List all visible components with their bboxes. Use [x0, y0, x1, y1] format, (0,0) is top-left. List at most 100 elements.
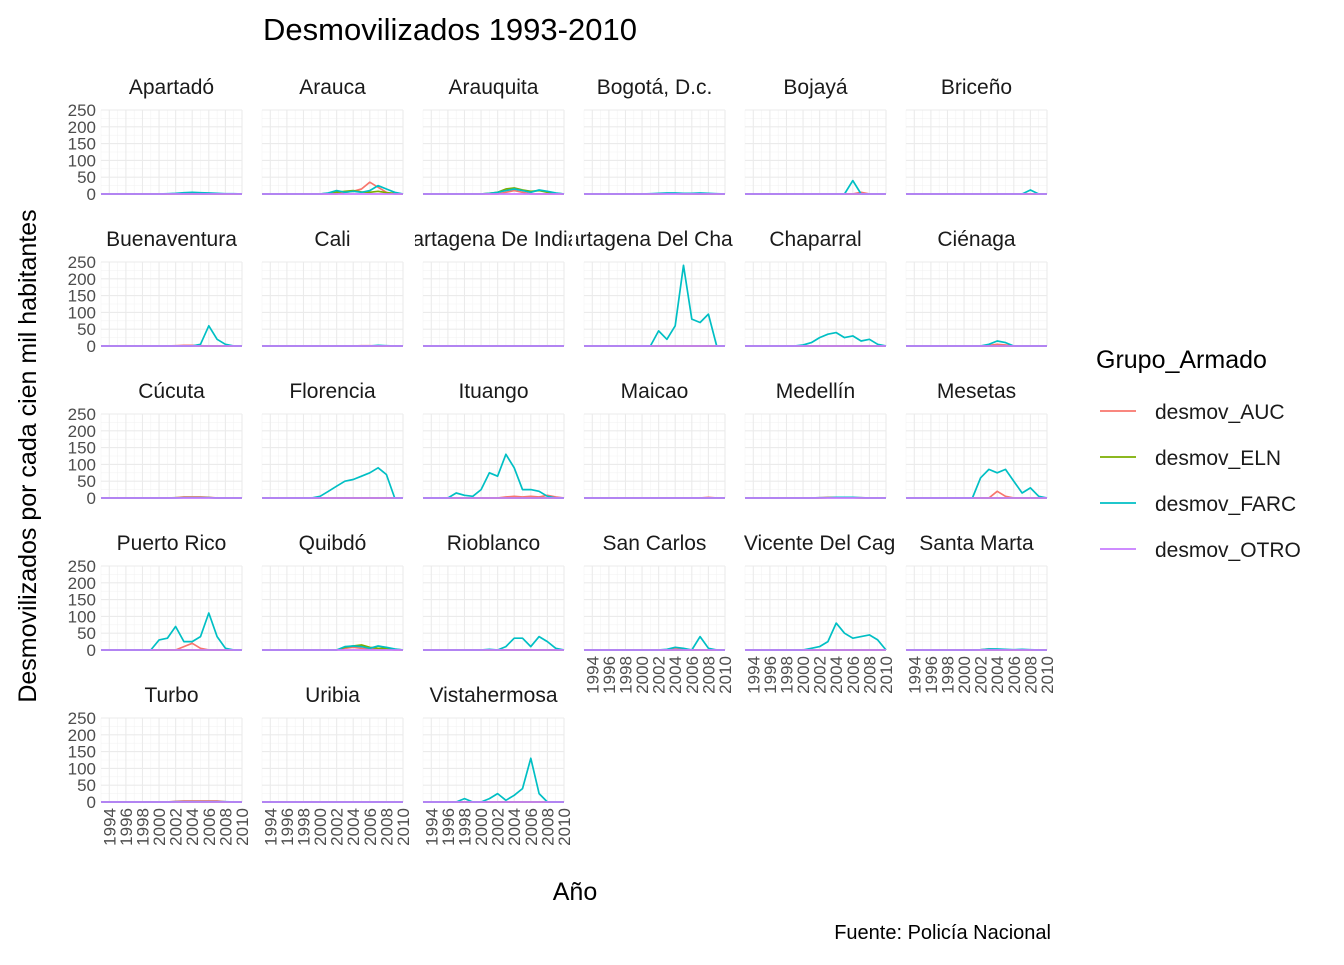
- series-line-desmov-auc: [101, 643, 242, 650]
- facet-strip-label: Medellín: [776, 380, 855, 403]
- facet-strip-label: San Carlos: [603, 532, 707, 555]
- facet-strip-label: Cartagena De Indias: [397, 228, 590, 251]
- series-line-desmov-farc: [745, 623, 886, 650]
- y-tick-label: 0: [87, 641, 96, 660]
- facet-strip-label: Rioblanco: [447, 532, 540, 555]
- y-tick-label: 200: [68, 422, 96, 441]
- facet-san-vicente-del-caguan: San Vicente Del Caguán199419961998200020…: [701, 532, 931, 694]
- y-tick-label: 200: [68, 270, 96, 289]
- y-tick-label: 50: [77, 320, 96, 339]
- legend-entry-desmov-otro: desmov_OTRO: [1100, 539, 1301, 562]
- facet-strip-label: Chaparral: [769, 228, 861, 251]
- y-tick-label: 0: [87, 337, 96, 356]
- series-line-desmov-auc: [906, 491, 1047, 498]
- facet-uribia: Uribia1994199619982000200220042006200820…: [261, 684, 413, 846]
- y-tick-label: 0: [87, 793, 96, 812]
- legend-label: desmov_FARC: [1155, 493, 1296, 516]
- y-tick-label: 250: [68, 253, 96, 272]
- facet-cartagena-del-chaira: Cartagena Del Chairá: [553, 228, 756, 346]
- x-tick-label: 2010: [877, 656, 896, 694]
- facet-cali: Cali: [262, 228, 403, 346]
- series-line-desmov-farc: [584, 637, 725, 650]
- y-tick-label: 150: [68, 439, 96, 458]
- facet-san-carlos: San Carlos199419961998200020022004200620…: [583, 532, 735, 694]
- legend-entry-desmov-auc: desmov_AUC: [1100, 401, 1285, 424]
- legend: Grupo_Armado desmov_AUCdesmov_ELNdesmov_…: [1096, 346, 1301, 562]
- legend-entries: desmov_AUC desmov_ELN desmov_FARC desmov_OT…: [1100, 401, 1301, 562]
- facet-strip-label: Florencia: [289, 380, 376, 403]
- facet-briceno: Briceño: [906, 76, 1047, 194]
- facet-turbo: Turbo05010015020025019941996199820002002…: [68, 684, 252, 846]
- x-axis-title: Año: [553, 878, 597, 906]
- facet-strip-label: Vistahermosa: [429, 684, 557, 707]
- legend-entry-desmov-farc: desmov_FARC: [1100, 493, 1296, 516]
- facet-strip-label: Apartadó: [129, 76, 214, 99]
- facet-strip-label: San Vicente Del Caguán: [701, 532, 931, 555]
- facet-strip-label: Ciénaga: [937, 228, 1016, 251]
- facet-vistahermosa: Vistahermosa1994199619982000200220042006…: [422, 684, 574, 846]
- facet-strip-label: Quibdó: [299, 532, 367, 555]
- legend-label: desmov_ELN: [1155, 447, 1281, 470]
- chart-caption: Fuente: Policía Nacional: [834, 922, 1051, 944]
- facet-strip-label: Ituango: [458, 380, 528, 403]
- series-line-desmov-farc: [262, 468, 403, 498]
- facet-arauquita: Arauquita: [423, 76, 564, 194]
- y-tick-label: 150: [68, 135, 96, 154]
- y-tick-label: 0: [87, 185, 96, 204]
- facet-strip-label: Cali: [314, 228, 350, 251]
- facet-strip-label: Cartagena Del Chairá: [553, 228, 756, 251]
- series-line-desmov-farc: [584, 265, 725, 346]
- y-tick-label: 200: [68, 574, 96, 593]
- x-tick-label: 2010: [716, 656, 735, 694]
- x-tick-label: 2010: [233, 808, 252, 846]
- y-tick-label: 150: [68, 287, 96, 306]
- series-line-desmov-farc: [906, 469, 1047, 498]
- y-tick-label: 50: [77, 624, 96, 643]
- x-tick-label: 2010: [394, 808, 413, 846]
- y-tick-label: 150: [68, 743, 96, 762]
- facet-strip-label: Turbo: [144, 684, 198, 707]
- facet-chaparral: Chaparral: [745, 228, 886, 346]
- facet-strip-label: Briceño: [941, 76, 1012, 99]
- facet-strip-label: Bojayá: [783, 76, 848, 99]
- facet-santa-marta: Santa Marta19941996199820002002200420062…: [905, 532, 1057, 694]
- legend-label: desmov_OTRO: [1155, 539, 1301, 562]
- y-tick-label: 100: [68, 455, 96, 474]
- y-tick-label: 250: [68, 405, 96, 424]
- legend-entry-desmov-eln: desmov_ELN: [1100, 447, 1281, 470]
- facet-strip-label: Cúcuta: [138, 380, 205, 403]
- facet-strip-label: Santa Marta: [919, 532, 1034, 555]
- y-tick-label: 100: [68, 303, 96, 322]
- facet-ituango: Ituango: [423, 380, 564, 498]
- series-line-desmov-farc: [423, 758, 564, 802]
- facet-rioblanco: Rioblanco: [423, 532, 564, 650]
- facet-mesetas: Mesetas: [906, 380, 1047, 498]
- chart-title: Desmovilizados 1993-2010: [263, 12, 637, 47]
- facet-strip-label: Maicao: [621, 380, 689, 403]
- legend-title: Grupo_Armado: [1096, 346, 1267, 374]
- x-tick-label: 2010: [555, 808, 574, 846]
- facet-medellin: Medellín: [745, 380, 886, 498]
- facet-strip-label: Arauquita: [449, 76, 539, 99]
- facet-cartagena-de-indias: Cartagena De Indias: [397, 228, 590, 346]
- facet-arauca: Arauca: [262, 76, 403, 194]
- y-tick-label: 200: [68, 726, 96, 745]
- y-tick-label: 100: [68, 151, 96, 170]
- facet-strip-label: Buenaventura: [106, 228, 237, 251]
- facet-florencia: Florencia: [262, 380, 403, 498]
- facet-bojaya: Bojayá: [745, 76, 886, 194]
- y-tick-label: 200: [68, 118, 96, 137]
- series-line-desmov-farc: [101, 613, 242, 650]
- y-tick-label: 50: [77, 472, 96, 491]
- facet-strip-label: Mesetas: [937, 380, 1016, 403]
- series-line-desmov-farc: [423, 637, 564, 650]
- y-tick-label: 250: [68, 101, 96, 120]
- facet-strip-label: Bogotá, D.c.: [597, 76, 713, 99]
- y-tick-label: 0: [87, 489, 96, 508]
